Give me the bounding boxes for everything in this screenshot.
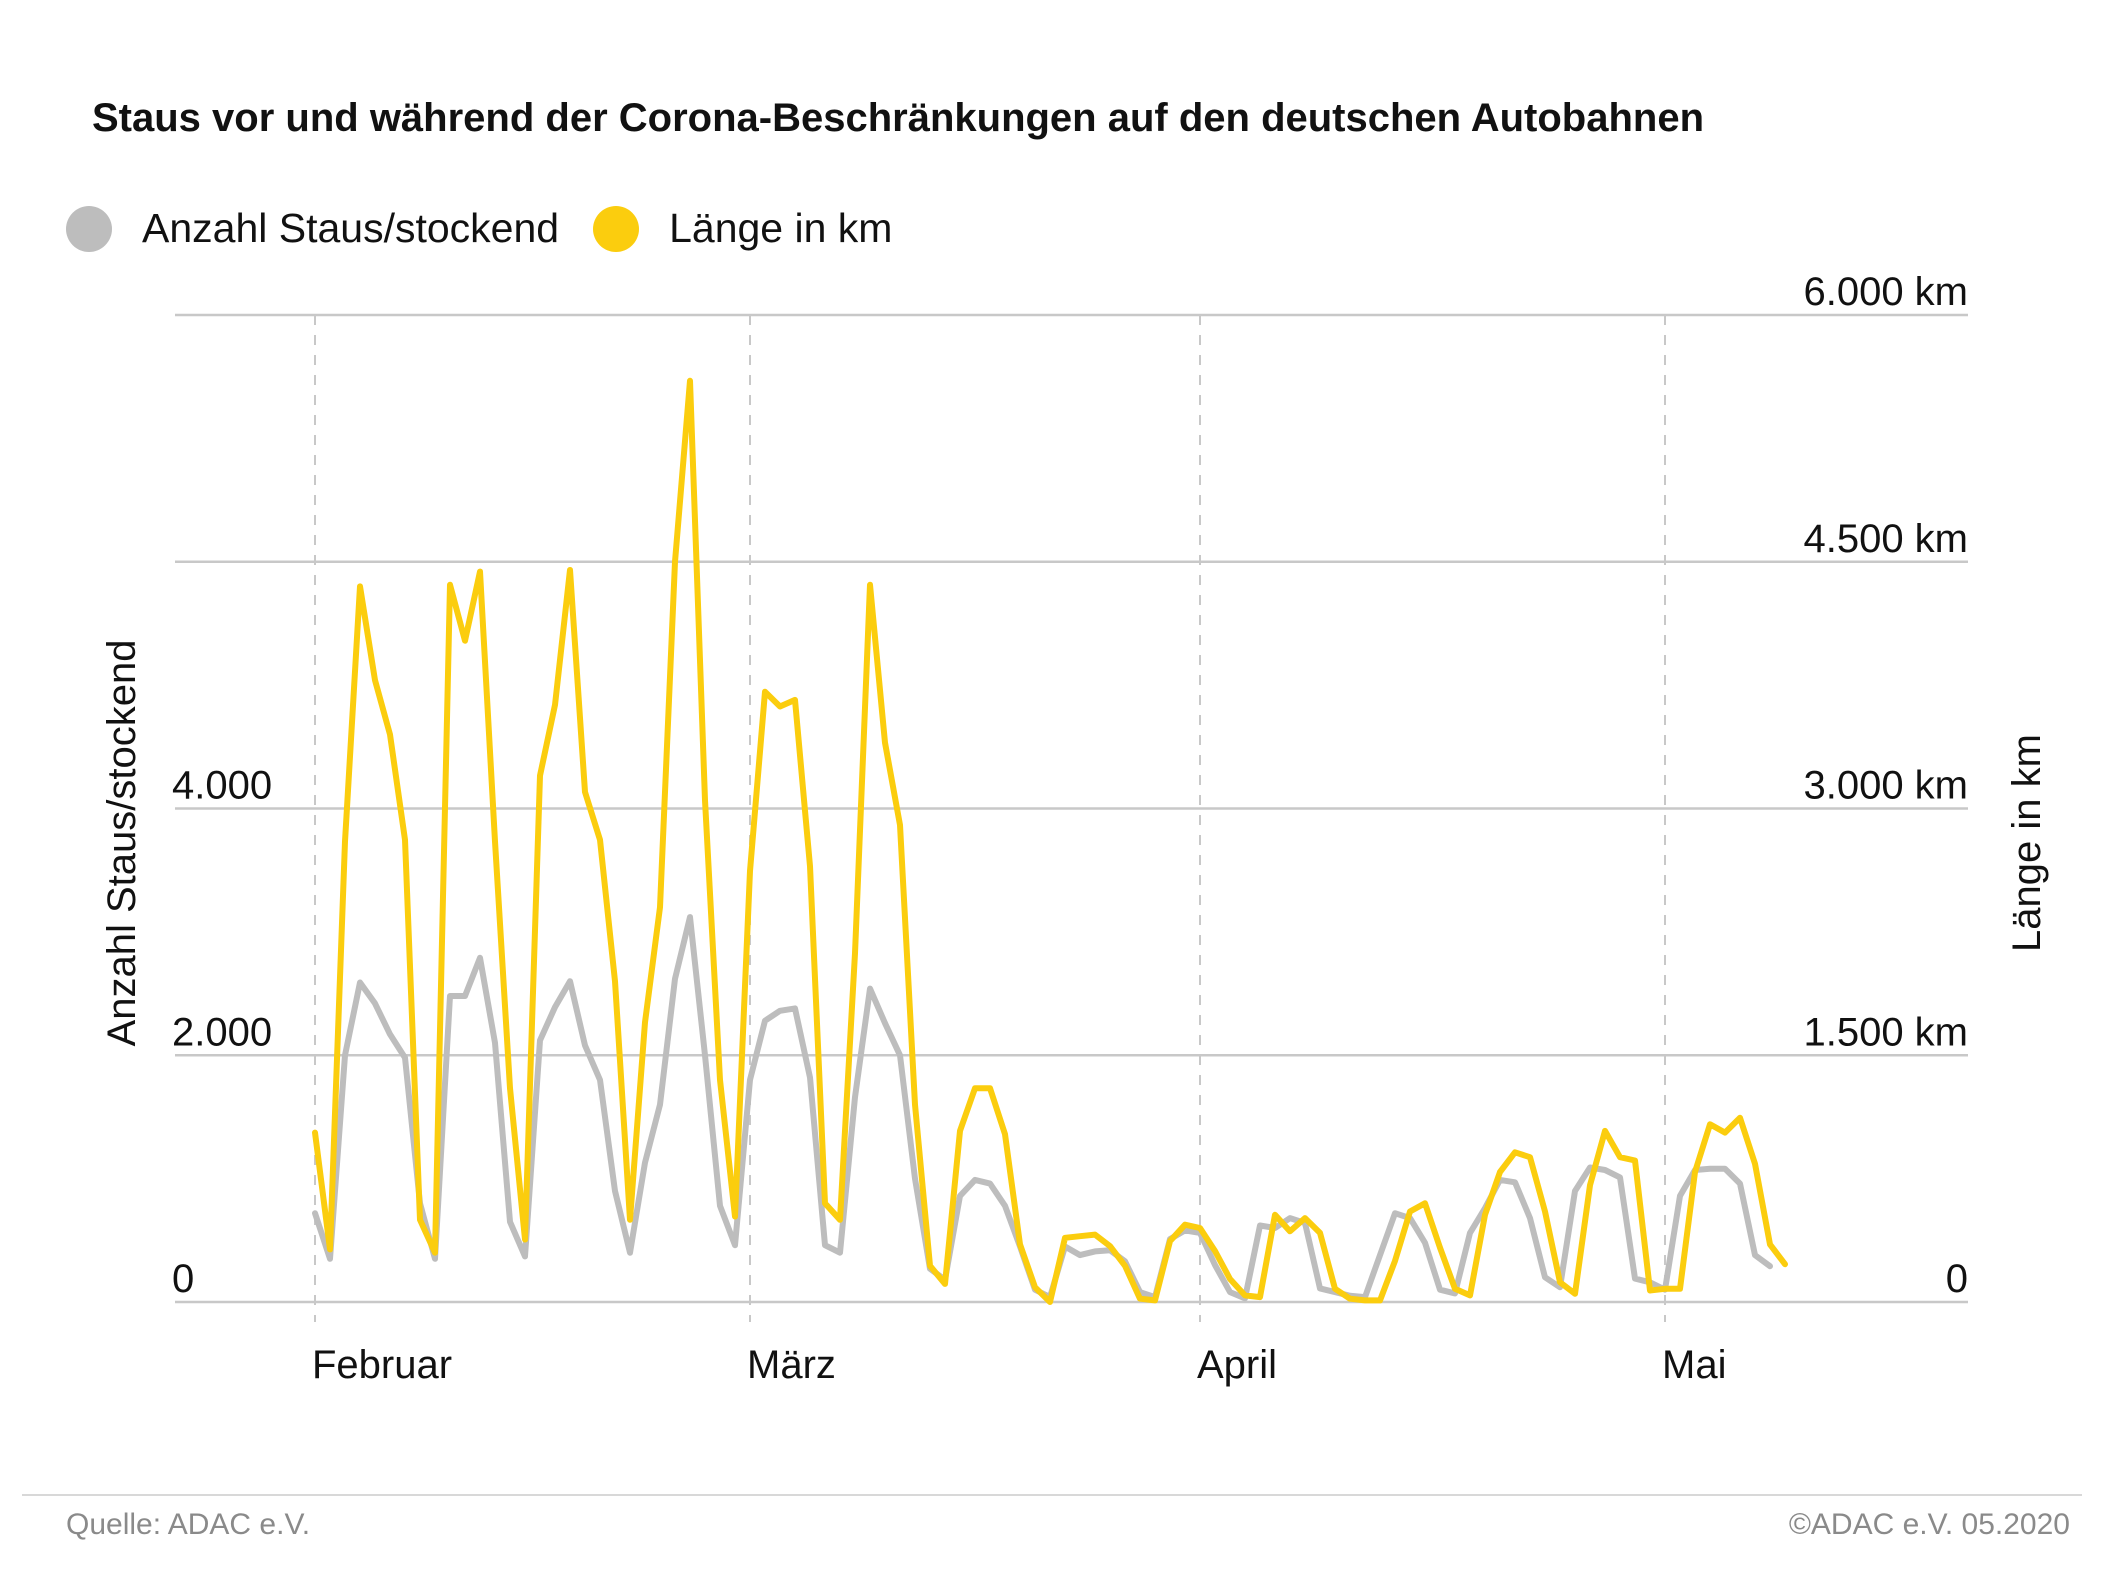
y-left-tick-label-0: 0 [172, 1257, 194, 1301]
x-tick-label-0: Februar [312, 1343, 452, 1387]
x-tick-label-3: Mai [1662, 1343, 1726, 1387]
x-tick-label-1: März [747, 1343, 836, 1387]
y-right-tick-label-0: 0 [1946, 1257, 1968, 1301]
chart-title: Staus vor und während der Corona-Beschrä… [92, 96, 1705, 140]
footer-source: Quelle: ADAC e.V. [66, 1508, 311, 1541]
chart-legend: Anzahl Staus/stockend Länge in km [66, 205, 926, 252]
legend-item-staus: Anzahl Staus/stockend [66, 205, 559, 252]
legend-swatch-laenge [593, 205, 640, 252]
x-tick-label-2: April [1197, 1343, 1277, 1387]
y-right-tick-label-2: 3.000 km [1803, 764, 1968, 808]
legend-item-laenge: Länge in km [593, 205, 892, 252]
legend-label-laenge: Länge in km [669, 205, 893, 251]
legend-swatch-staus [66, 205, 112, 252]
y-right-tick-label-3: 4.500 km [1803, 517, 1968, 561]
series-line-laenge [312, 377, 1788, 1305]
footer-divider [22, 1494, 2082, 1496]
y-left-tick-label-2: 4.000 [172, 764, 272, 808]
y-right-tick-label-1: 1.500 km [1803, 1010, 1968, 1054]
y-left-tick-label-1: 2.000 [172, 1010, 272, 1054]
y-left-axis-title: Anzahl Staus/stockend [100, 640, 144, 1047]
y-right-tick-label-4: 6.000 km [1803, 270, 1968, 314]
footer-copyright: ©ADAC e.V. 05.2020 [1788, 1508, 2070, 1541]
legend-label-staus: Anzahl Staus/stockend [142, 205, 560, 251]
y-right-axis-title: Länge in km [2005, 734, 2049, 952]
